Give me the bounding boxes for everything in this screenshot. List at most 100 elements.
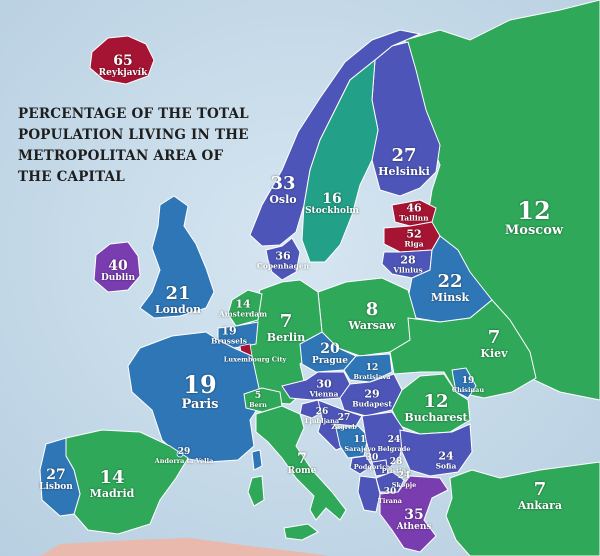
label-sweden: 16 Stockholm bbox=[305, 192, 359, 216]
city-kiev: Kiev bbox=[480, 347, 508, 360]
label-lithuania: 28 Vilnius bbox=[393, 254, 422, 274]
pct-turkey: 7 bbox=[533, 479, 547, 500]
sicily-region bbox=[283, 523, 319, 541]
montenegro-region bbox=[349, 455, 373, 475]
label-germany: 7 Berlin bbox=[267, 311, 305, 344]
pct-bulgaria: 24 bbox=[438, 449, 454, 463]
city-bern: Bern bbox=[249, 400, 267, 409]
ukraine-region bbox=[389, 299, 537, 399]
label-north-macedonia: 24 Skopje bbox=[391, 471, 417, 489]
label-russia: 12 Moscow bbox=[505, 199, 563, 238]
city-vienna: Vienna bbox=[309, 389, 339, 399]
label-latvia: 52 Riga bbox=[404, 228, 423, 248]
italy-region bbox=[255, 405, 347, 521]
city-dublin: Dublin bbox=[100, 273, 136, 283]
pct-lithuania: 28 bbox=[400, 253, 416, 267]
pct-norway: 33 bbox=[270, 173, 296, 194]
label-switzerland: 5 Bern bbox=[249, 391, 267, 409]
city-riga: Riga bbox=[404, 239, 424, 249]
title-line-3: METROPOLITAN AREA OF bbox=[18, 148, 224, 164]
iceland-region bbox=[89, 35, 155, 85]
city-lisbon: Lisbon bbox=[39, 482, 73, 492]
label-iceland: 65 Reykjavík bbox=[99, 54, 148, 78]
label-italy: 7 Rome bbox=[288, 452, 317, 476]
netherlands-region bbox=[227, 289, 263, 327]
andorra-region bbox=[176, 450, 184, 458]
pct-denmark: 36 bbox=[275, 249, 291, 263]
label-norway: 33 Oslo bbox=[269, 173, 297, 206]
city-brussels: Brussels bbox=[210, 336, 248, 346]
pct-iceland: 65 bbox=[113, 53, 133, 69]
city-skopje: Skopje bbox=[391, 480, 417, 489]
greece-region bbox=[379, 475, 449, 553]
label-ireland: 40 Dublin bbox=[101, 259, 135, 283]
serbia-region bbox=[361, 411, 405, 473]
city-luxembourg: Luxembourg City bbox=[223, 355, 287, 364]
pct-albania: 30 bbox=[383, 486, 397, 497]
label-denmark: 36 Copenhagen bbox=[257, 250, 309, 270]
pct-ukraine: 7 bbox=[487, 327, 501, 348]
label-montenegro: 30 Podgorica bbox=[354, 452, 391, 471]
pct-sweden: 16 bbox=[322, 191, 342, 207]
label-ukraine: 7 Kiev bbox=[480, 327, 508, 360]
city-warsaw: Warsaw bbox=[348, 319, 396, 332]
city-sarajevo: Sarajevo bbox=[344, 444, 376, 453]
city-copenhagen: Copenhagen bbox=[256, 261, 310, 271]
pct-uk: 21 bbox=[165, 283, 191, 304]
pct-germany: 7 bbox=[279, 311, 293, 332]
label-portugal: 27 Lisbon bbox=[39, 468, 73, 492]
city-minsk: Minsk bbox=[430, 291, 470, 304]
label-poland: 8 Warsaw bbox=[348, 301, 396, 332]
slovakia-region bbox=[343, 353, 393, 383]
label-bulgaria: 24 Sofia bbox=[436, 450, 457, 470]
label-finland: 27 Helsinki bbox=[378, 147, 430, 178]
pct-italy: 7 bbox=[297, 451, 307, 467]
portugal-region bbox=[39, 437, 81, 517]
pct-latvia: 52 bbox=[406, 227, 422, 241]
title-line-1: PERCENTAGE OF THE TOTAL bbox=[18, 106, 249, 122]
city-paris: Paris bbox=[181, 397, 219, 412]
pct-austria: 30 bbox=[316, 377, 332, 391]
map-title: PERCENTAGE OF THE TOTAL POPULATION LIVIN… bbox=[18, 104, 298, 188]
pct-spain: 14 bbox=[99, 467, 125, 488]
pct-bosnia: 11 bbox=[353, 434, 367, 445]
city-pristina: Pristina bbox=[381, 466, 411, 475]
bulgaria-region bbox=[399, 423, 473, 477]
label-kosovo: 28 Pristina bbox=[381, 457, 411, 475]
pct-romania: 12 bbox=[423, 391, 449, 412]
label-slovenia: 26 Ljubljana bbox=[305, 407, 339, 425]
city-tallinn: Tallinn bbox=[399, 213, 429, 223]
city-reykjavik: Reykjavík bbox=[98, 68, 148, 78]
label-bosnia: 11 Sarajevo bbox=[344, 434, 376, 453]
pct-belarus: 22 bbox=[437, 271, 463, 292]
pct-ireland: 40 bbox=[108, 258, 128, 274]
label-france: 19 Paris bbox=[181, 370, 219, 412]
moldova-region bbox=[451, 367, 477, 399]
label-uk: 21 London bbox=[155, 283, 201, 316]
label-austria: 30 Vienna bbox=[309, 378, 338, 398]
label-luxembourg: Luxembourg City bbox=[224, 355, 286, 363]
city-zagreb: Zagreb bbox=[331, 422, 357, 431]
city-rome: Rome bbox=[287, 466, 317, 476]
pct-portugal: 27 bbox=[46, 467, 66, 483]
pct-serbia: 24 bbox=[387, 434, 401, 445]
city-bucharest: Bucharest bbox=[404, 411, 468, 424]
label-slovakia: 12 Bratislava bbox=[354, 363, 391, 381]
pct-moldova: 19 bbox=[461, 375, 475, 386]
sweden-region bbox=[301, 58, 379, 263]
pct-montenegro: 30 bbox=[365, 452, 379, 463]
label-belgium: 19 Brussels bbox=[211, 325, 247, 345]
city-oslo: Oslo bbox=[269, 193, 297, 206]
corsica-region bbox=[251, 449, 263, 471]
pct-france: 19 bbox=[183, 370, 217, 399]
city-prague: Prague bbox=[312, 356, 348, 366]
title-line-4: THE CAPITAL bbox=[18, 169, 125, 185]
city-tirana: Tirana bbox=[378, 496, 402, 505]
pct-belgium: 19 bbox=[221, 324, 237, 338]
label-moldova: 19 Chisinau bbox=[452, 375, 484, 394]
city-vilnius: Vilnius bbox=[393, 265, 423, 275]
pct-netherlands: 14 bbox=[235, 297, 251, 311]
norway-region bbox=[249, 29, 422, 247]
pct-andorra: 29 bbox=[177, 446, 191, 457]
